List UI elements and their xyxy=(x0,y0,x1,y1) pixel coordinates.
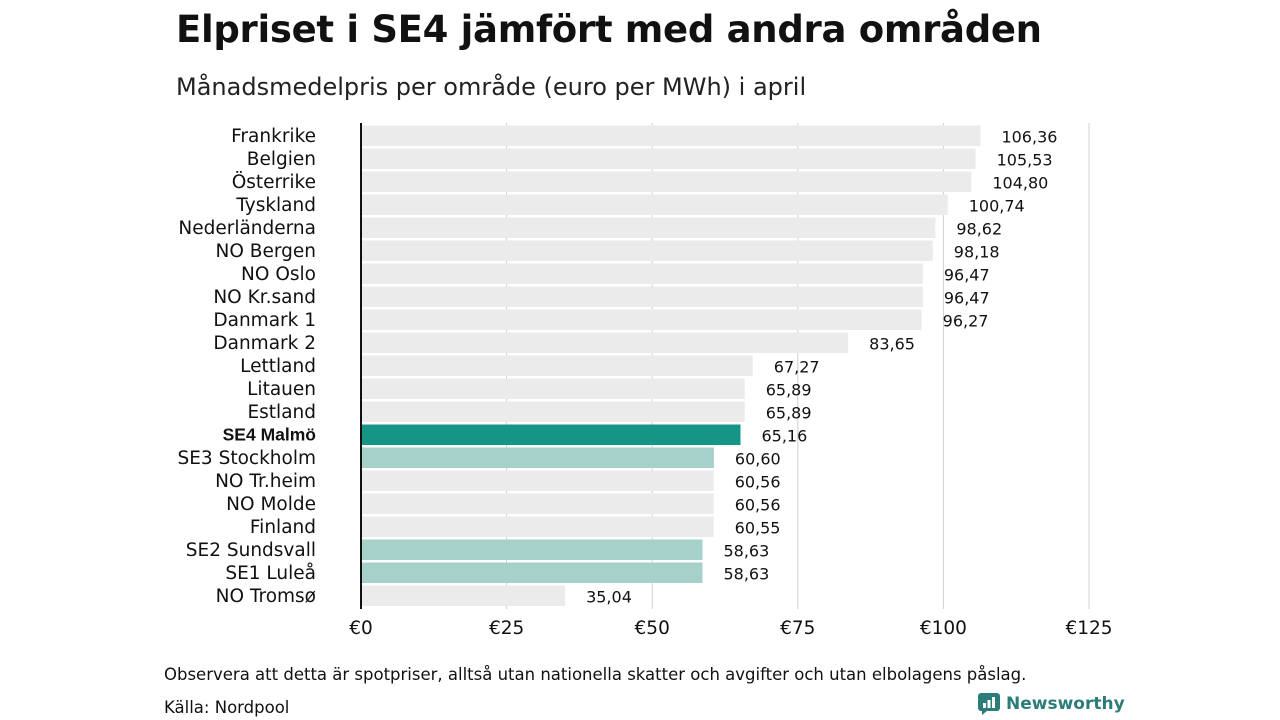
bar xyxy=(361,171,972,192)
bar xyxy=(361,516,714,537)
bar xyxy=(361,355,753,376)
value-label: 65,16 xyxy=(761,426,807,445)
category-label: NO Bergen xyxy=(216,241,317,262)
footnote: Observera att detta är spotpriser, allts… xyxy=(164,665,1027,684)
category-label: SE3 Stockholm xyxy=(178,448,317,469)
bar xyxy=(361,286,923,307)
chart-title: Elpriset i SE4 jämfört med andra områden xyxy=(176,8,1042,51)
value-label: 67,27 xyxy=(774,357,820,376)
value-label: 60,60 xyxy=(735,449,781,468)
value-label: 96,47 xyxy=(944,265,990,284)
bar xyxy=(361,378,745,399)
value-label: 58,63 xyxy=(723,541,769,560)
bar xyxy=(361,493,714,514)
value-label: 65,89 xyxy=(766,403,812,422)
bar xyxy=(361,309,922,330)
value-label: 96,47 xyxy=(944,288,990,307)
value-label: 98,18 xyxy=(954,242,1000,261)
bar xyxy=(361,424,741,445)
bar xyxy=(361,470,714,491)
bar xyxy=(361,263,923,284)
bar-chart: Frankrike 106,36 Belgien 105,53 Österrike 104… xyxy=(178,123,1113,639)
bar xyxy=(361,332,849,353)
newsworthy-logo-icon xyxy=(978,693,1000,715)
value-label: 105,53 xyxy=(997,150,1053,169)
category-label: SE1 Luleå xyxy=(225,563,316,584)
x-tick-label: €75 xyxy=(780,618,815,639)
category-label: Belgien xyxy=(247,149,316,170)
category-label: Nederländerna xyxy=(178,218,316,239)
bar xyxy=(361,401,745,422)
chart-subtitle: Månadsmedelpris per område (euro per MWh… xyxy=(176,73,807,101)
value-label: 60,55 xyxy=(735,518,781,537)
category-label: Danmark 2 xyxy=(213,333,316,354)
category-label: SE2 Sundsvall xyxy=(186,540,316,561)
category-label: NO Tromsø xyxy=(216,586,316,607)
category-label: Estland xyxy=(247,402,316,423)
category-label: Tyskland xyxy=(235,195,316,216)
bar xyxy=(361,585,566,606)
bar xyxy=(361,125,981,146)
value-label: 96,27 xyxy=(943,311,989,330)
value-label: 58,63 xyxy=(723,564,769,583)
x-tick-label: €100 xyxy=(920,618,967,639)
category-label: SE4 Malmö xyxy=(223,424,316,444)
value-label: 65,89 xyxy=(766,380,812,399)
x-tick-label: €0 xyxy=(349,618,373,639)
category-label: NO Molde xyxy=(226,494,316,515)
source-credit: Källa: Nordpool xyxy=(164,698,290,717)
category-label: Österrike xyxy=(232,171,316,193)
value-label: 83,65 xyxy=(869,334,915,353)
category-label: NO Oslo xyxy=(241,264,316,285)
bar xyxy=(361,217,936,238)
category-label: Finland xyxy=(250,517,316,538)
bar xyxy=(361,447,714,468)
value-label: 98,62 xyxy=(956,219,1002,238)
value-label: 60,56 xyxy=(735,472,781,491)
bar xyxy=(361,194,948,215)
bar xyxy=(361,539,703,560)
x-tick-label: €25 xyxy=(489,618,524,639)
value-label: 100,74 xyxy=(969,196,1025,215)
category-label: Lettland xyxy=(240,356,316,377)
brand-logo[interactable]: Newsworthy xyxy=(978,693,1125,715)
x-tick-label: €50 xyxy=(635,618,670,639)
bar xyxy=(361,148,976,169)
x-tick-label: €125 xyxy=(1065,618,1112,639)
value-label: 60,56 xyxy=(735,495,781,514)
value-label: 104,80 xyxy=(992,173,1048,192)
category-label: Frankrike xyxy=(231,126,316,147)
bar xyxy=(361,562,703,583)
value-label: 35,04 xyxy=(586,587,632,606)
category-label: Litauen xyxy=(247,379,316,400)
category-label: Danmark 1 xyxy=(213,310,316,331)
category-label: NO Tr.heim xyxy=(215,471,316,492)
category-label: NO Kr.sand xyxy=(213,287,316,308)
value-label: 106,36 xyxy=(1001,127,1057,146)
bar xyxy=(361,240,933,261)
brand-name: Newsworthy xyxy=(1006,694,1125,714)
